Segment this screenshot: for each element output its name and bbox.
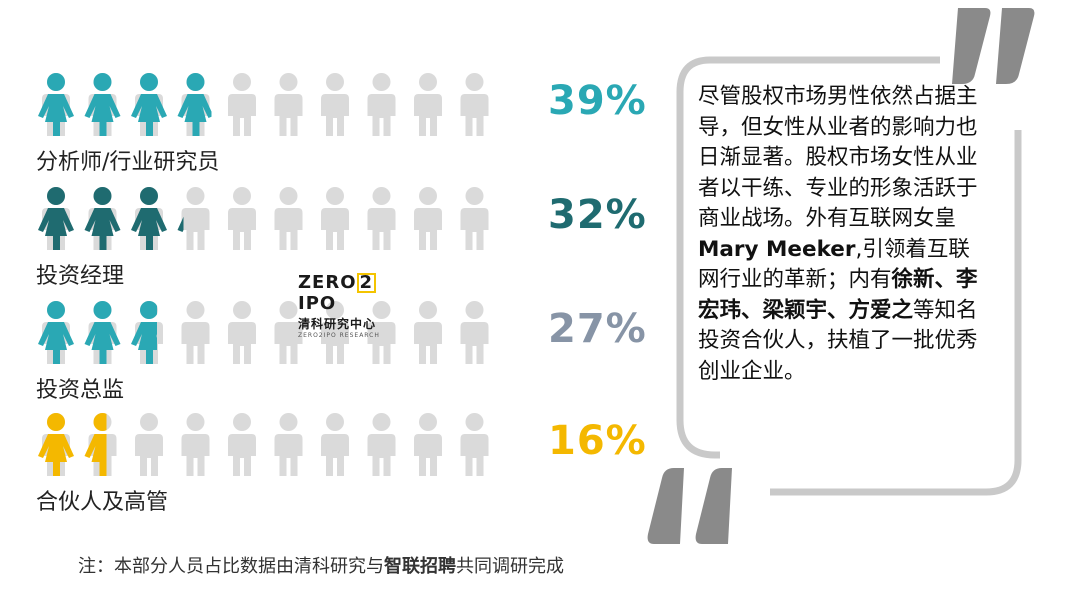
pictogram-icons (38, 187, 489, 250)
quote-frame (647, 8, 1035, 544)
person-icon-filled (177, 73, 212, 136)
person-icon-filled (131, 301, 157, 364)
person-icon-filled (38, 301, 74, 364)
person-icon-empty (414, 187, 442, 250)
category-label: 投资总监 (36, 378, 125, 403)
person-icon-filled (84, 187, 121, 250)
person-icon-filled (177, 216, 184, 232)
category-label: 合伙人及高管 (36, 490, 169, 515)
person-icon-empty (228, 301, 256, 364)
quote-name-mary-meeker: Mary Meeker (698, 236, 856, 262)
percentage-label: 39% (548, 78, 647, 124)
pictogram-icons (38, 301, 489, 364)
percentage-label: 16% (548, 418, 647, 464)
person-icon-empty (135, 413, 163, 476)
person-icon-empty (321, 73, 349, 136)
person-icon-filled (38, 187, 74, 250)
percentage-label: 27% (548, 306, 647, 352)
person-icon-empty (274, 187, 303, 250)
logo-english: ZERO2IPO RESEARCH (298, 332, 380, 339)
person-icon-empty (367, 73, 396, 136)
percentage-label: 32% (548, 192, 647, 238)
open-quote-icon (647, 468, 732, 544)
chart-row: 16% 合伙人及高管 (0, 404, 646, 516)
person-icon-empty (181, 301, 210, 364)
logo-text-2: 2 (356, 273, 377, 293)
person-icon-empty (321, 187, 349, 250)
person-icon-empty (228, 413, 256, 476)
quote-frame-line-right (770, 130, 1022, 496)
quote-frame-line (676, 56, 940, 459)
pictogram-icons (38, 413, 489, 476)
person-icon-empty (274, 73, 303, 136)
person-icon-empty (321, 413, 349, 476)
close-quote-icon (952, 8, 1035, 84)
person-icon-empty (460, 187, 489, 250)
logo-text-ipo: IPO (298, 293, 337, 314)
quote-names: 徐新、李宏玮、梁颖宇、方爱之 (698, 267, 978, 323)
chart-row: 39% 分析师/行业研究员 (0, 64, 646, 176)
zero2ipo-logo: ZERO 2 IPO 清科研究中心 ZERO2IPO RESEARCH (298, 272, 410, 339)
person-icon-empty (367, 413, 396, 476)
pictogram-chart: 39% 分析师/行业研究员 32% 投资经理 27% 投资总监 16% 合伙人及高管 (0, 64, 646, 516)
person-icon-filled (38, 413, 74, 476)
logo-subtitle: 清科研究中心 (298, 317, 377, 331)
person-icon-empty (460, 413, 489, 476)
person-icon-empty (460, 73, 489, 136)
person-icon-empty (321, 301, 349, 364)
person-icon-empty (414, 301, 442, 364)
category-label: 投资经理 (36, 264, 125, 289)
person-icon-filled (131, 73, 167, 136)
person-icon-empty (367, 187, 396, 250)
person-icon-filled (38, 73, 74, 136)
person-icon-filled (84, 413, 107, 476)
person-icon-empty (228, 187, 256, 250)
person-icon-empty (460, 301, 489, 364)
person-icon-filled (84, 73, 121, 136)
person-icon-empty (367, 301, 396, 364)
person-icon-empty (181, 413, 210, 476)
category-label: 分析师/行业研究员 (36, 150, 220, 175)
person-icon-empty (274, 413, 303, 476)
person-icon-empty (228, 73, 256, 136)
logo-text-zero: ZERO (298, 272, 357, 293)
person-icon-filled (131, 187, 167, 250)
pictogram-icons (38, 73, 489, 136)
person-icon-empty (414, 413, 442, 476)
person-icon-empty (181, 187, 210, 250)
person-icon-empty (414, 73, 442, 136)
person-icon-empty (274, 301, 303, 364)
quote-text: 尽管股权市场男性依然占据主导，但女性从业者的影响力也日渐显著。股权市场女性从业者… (698, 84, 978, 384)
footnote: 注：本部分人员占比数据由清科研究与智联招聘共同调研完成 (78, 556, 564, 577)
chart-row: 27% 投资总监 (0, 292, 646, 404)
footnote-brand: 智联招聘 (384, 556, 456, 577)
chart-row: 32% 投资经理 (0, 178, 646, 290)
person-icon-filled (84, 301, 121, 364)
